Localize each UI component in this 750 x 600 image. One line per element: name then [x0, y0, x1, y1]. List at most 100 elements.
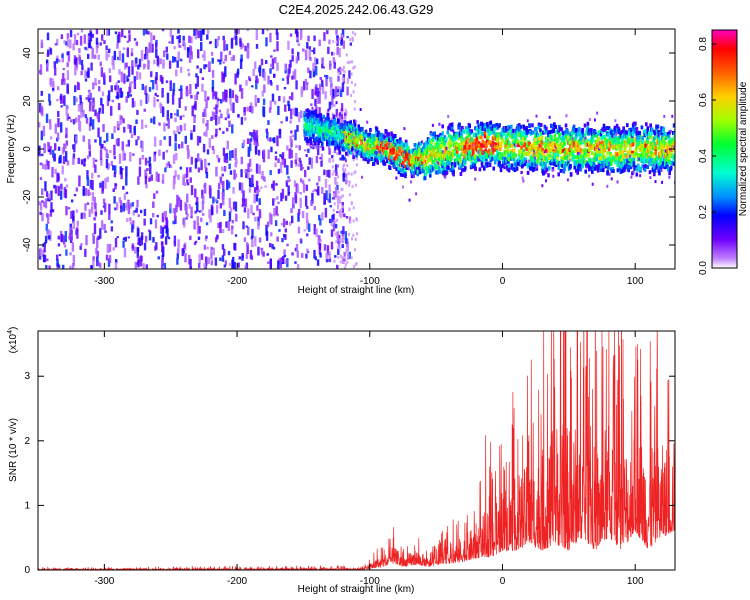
spectrogram-cell [322, 132, 325, 136]
spectrogram-cell [482, 154, 485, 159]
spectrogram-cell [328, 135, 332, 140]
spectrogram-cell [277, 260, 280, 269]
spectrogram-cell [330, 51, 334, 56]
spectrogram-cell [414, 167, 417, 172]
spectrogram-cell [147, 31, 150, 35]
spectrogram-cell [383, 140, 387, 145]
spectrogram-cell [91, 105, 95, 112]
spectrogram-cell [575, 141, 579, 146]
spectrogram-cell [104, 230, 107, 233]
spectrogram-cell [431, 160, 435, 165]
spectrogram-cell [336, 232, 339, 238]
spectrogram-cell [326, 30, 329, 35]
spectrogram-cell [488, 148, 491, 153]
spectrogram-cell [337, 204, 340, 208]
spectrogram-cell [211, 87, 215, 92]
spectrogram-cell [434, 165, 438, 170]
spectrogram-cell [601, 134, 605, 139]
spectrogram-cell [331, 112, 334, 116]
spectrogram-cell [545, 167, 549, 172]
spectrogram-cell [101, 91, 105, 97]
spectrogram-cell [318, 107, 321, 116]
spectrogram-cell [307, 111, 311, 116]
spectrogram-cell [114, 183, 117, 190]
spectrogram-cell [362, 137, 366, 142]
spectrogram-cell [336, 211, 339, 214]
spectrogram-cell [597, 162, 601, 167]
spectrogram-cell [183, 123, 187, 131]
spectrogram-cell [91, 180, 94, 191]
spectrogram-cell [585, 139, 589, 144]
spectrogram-cell [42, 125, 46, 137]
spectrogram-cell [528, 159, 531, 163]
spectrogram-cell [448, 140, 452, 145]
spectrogram-cell [246, 42, 250, 50]
spectrogram-cell [435, 143, 439, 148]
spectrogram-cell [107, 90, 111, 102]
spectrogram-cell [442, 166, 446, 171]
spectrogram-cell [450, 122, 454, 127]
spectrogram-cell [332, 114, 336, 119]
spectrogram-cell [306, 233, 309, 237]
spectrogram-cell [358, 144, 362, 149]
spectrogram-cell [436, 134, 440, 139]
spectrogram-cell [318, 90, 321, 95]
spectrogram-cell [276, 236, 279, 242]
spectrogram-cell [330, 229, 334, 237]
spectrogram-cell [626, 165, 630, 170]
spectrogram-cell [328, 251, 331, 260]
spectrogram-cell [447, 161, 450, 166]
spectrogram-cell [526, 170, 530, 175]
spectrogram-cell [330, 126, 334, 131]
spectrogram-cell [443, 141, 447, 146]
spectrogram-cell [217, 183, 221, 189]
spectrogram-cell [401, 169, 405, 174]
spectrogram-cell [128, 30, 131, 34]
spectrogram-cell [477, 129, 481, 134]
spectrogram-cell [315, 136, 318, 141]
spectrogram-cell [385, 129, 388, 134]
spectrogram-cell [230, 37, 234, 49]
spectrogram-cell [104, 178, 107, 189]
spectrogram-cell [298, 145, 301, 151]
spectrogram-cell [566, 150, 569, 155]
spectrogram-cell [279, 154, 282, 158]
spectrogram-cell [268, 242, 272, 248]
spectrogram-cell [155, 83, 159, 91]
spectrogram-cell [336, 196, 339, 200]
spectrogram-cell [51, 209, 55, 213]
spectrogram-cell [60, 34, 64, 40]
spectrogram-cell [473, 156, 477, 161]
spectrogram-cell [162, 50, 166, 58]
spectrogram-cell [618, 160, 621, 165]
spectrogram-cell [659, 148, 663, 153]
spectrogram-cell [302, 81, 306, 91]
spectrogram-cell [127, 78, 130, 82]
spectrogram-cell [224, 89, 227, 101]
spectrogram-cell [329, 77, 333, 86]
spectrogram-cell [202, 195, 205, 204]
spectrogram-cell [588, 148, 592, 153]
spectrogram-cell [184, 173, 187, 179]
spectrogram-cell [235, 158, 238, 165]
spectrogram-cell [131, 202, 134, 207]
spectrogram-cell [536, 157, 540, 162]
spectrogram-cell [522, 156, 525, 161]
spectrogram-cell [172, 220, 175, 225]
spectrogram-cell [432, 148, 436, 153]
spectrogram-cell [219, 59, 222, 65]
spectrogram-cell [137, 256, 141, 263]
spectrogram-cell [77, 157, 80, 164]
spectrogram-cell [304, 49, 307, 54]
spectrogram-cell [232, 201, 236, 210]
spectrogram-cell [161, 241, 164, 253]
spectrogram-cell [65, 249, 68, 256]
spectrogram-cell [297, 43, 300, 46]
spectrogram-cell [133, 101, 136, 107]
spectrogram-cell [545, 136, 549, 141]
spectrogram-cell [593, 166, 597, 171]
spectrogram-cell [438, 122, 441, 126]
spectrogram-cell [321, 81, 324, 87]
spectrogram-cell [657, 165, 661, 170]
spectrogram-cell [88, 139, 91, 150]
